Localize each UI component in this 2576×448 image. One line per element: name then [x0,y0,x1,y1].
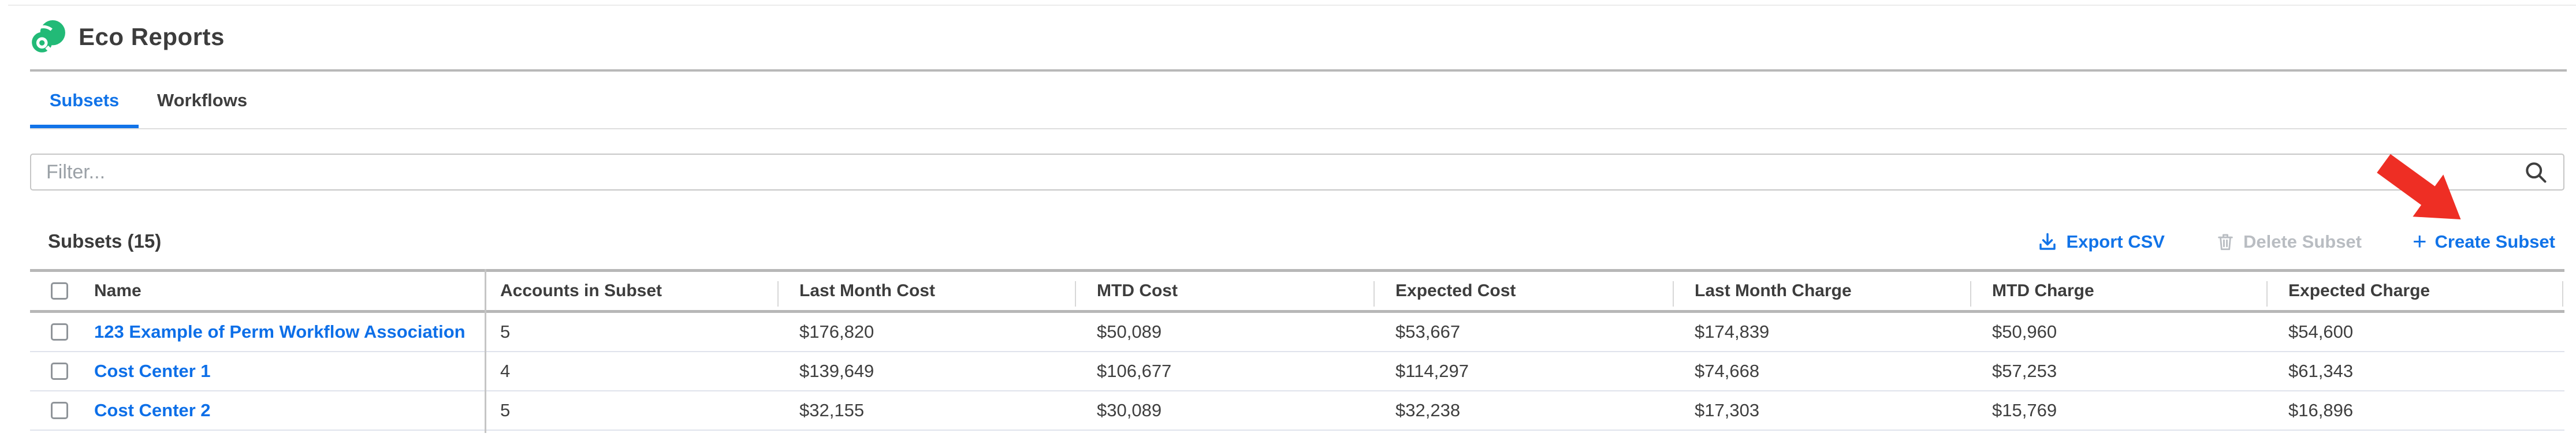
trash-icon [2218,234,2233,251]
tab-subsets[interactable]: Subsets [49,90,120,110]
delete-subset-label: Delete Subset [2243,232,2362,252]
export-csv-button[interactable]: Export CSV [2037,232,2165,252]
search-icon[interactable] [2523,159,2548,185]
cell-mtd-cost: $50,089 [1097,322,1162,342]
active-tab-underline [30,125,139,129]
cell-last-month-charge: $17,303 [1695,400,1760,420]
cell-last-month-cost: $139,649 [799,361,874,381]
cell-last-month-cost: $32,155 [799,400,865,420]
subsets-table: Name Accounts in Subset Last Month Cost … [30,269,2564,433]
export-csv-label: Export CSV [2066,232,2165,252]
header-column-divider [1970,281,1971,307]
cell-expected-charge: $61,343 [2288,361,2354,381]
header-column-divider [2266,281,2268,307]
col-header-accounts-in-subset[interactable]: Accounts in Subset [500,281,662,300]
cell-last-month-charge: $174,839 [1695,322,1770,342]
tabbar-border [30,128,2567,129]
cell-mtd-charge: $15,769 [1992,400,2057,420]
cell-name: 123 Example of Perm Workflow Association [81,322,485,342]
cell-expected-cost: $53,667 [1395,322,1461,342]
cell-name: Cost Center 2 [81,400,485,421]
filter-bar [30,154,2564,191]
row-checkbox[interactable] [51,323,68,341]
cell-mtd-charge: $57,253 [1992,361,2057,381]
table-header-row: Name Accounts in Subset Last Month Cost … [30,272,2564,310]
header-column-divider [777,281,779,307]
row-checkbox[interactable] [51,402,68,419]
table-row: Cost Center 1 4 $139,649 $106,677 $114,2… [30,352,2564,391]
row-checkbox[interactable] [51,363,68,380]
cell-accounts: 4 [500,361,511,381]
create-subset-button[interactable]: + Create Subset [2413,227,2555,255]
plus-icon: + [2413,227,2427,255]
row-checkbox-cell [30,402,81,419]
subset-name-link[interactable]: Cost Center 2 [94,400,211,420]
table-row: Cost Center 2 5 $32,155 $30,089 $32,238 … [30,391,2564,431]
subsets-count-heading: Subsets (15) [48,230,162,252]
subset-name-link[interactable]: 123 Example of Perm Workflow Association [94,322,466,342]
subset-name-link[interactable]: Cost Center 1 [94,361,211,381]
table-row: 123 Example of Perm Workflow Association… [30,313,2564,352]
header-checkbox-cell [30,282,81,300]
download-icon [2039,233,2056,250]
window-top-border [8,5,2576,6]
col-header-name[interactable]: Name [94,281,142,300]
cell-expected-charge: $16,896 [2288,400,2354,420]
delete-subset-button[interactable]: Delete Subset [2216,232,2362,252]
cell-mtd-charge: $50,960 [1992,322,2057,342]
cell-accounts: 5 [500,322,511,342]
tab-workflows[interactable]: Workflows [157,90,248,110]
eco-logo-icon [30,20,65,54]
header-column-divider [1075,281,1076,307]
cell-name: Cost Center 1 [81,361,485,382]
page-title: Eco Reports [79,23,225,50]
create-subset-label: Create Subset [2434,232,2555,252]
table-header-border [30,310,2564,313]
header-column-divider [1673,281,1674,307]
header-column-divider [2562,281,2563,307]
col-header-last-month-charge[interactable]: Last Month Charge [1695,281,1852,300]
filter-input[interactable] [30,154,2564,191]
col-header-expected-charge[interactable]: Expected Charge [2288,281,2430,300]
header-divider [30,69,2567,72]
row-checkbox-cell [30,323,81,341]
col-header-mtd-charge[interactable]: MTD Charge [1992,281,2094,300]
col-header-expected-cost[interactable]: Expected Cost [1395,281,1516,300]
name-column-divider [485,269,486,433]
cell-last-month-charge: $74,668 [1695,361,1760,381]
cell-expected-cost: $114,297 [1395,361,1469,381]
header-column-divider [1373,281,1375,307]
table-top-border [30,269,2564,272]
toolbar: Export CSV Delete Subset + Create Subset [2037,227,2555,257]
cell-mtd-cost: $30,089 [1097,400,1162,420]
select-all-checkbox[interactable] [51,282,68,300]
cell-mtd-cost: $106,677 [1097,361,1172,381]
col-header-last-month-cost[interactable]: Last Month Cost [799,281,935,300]
cell-accounts: 5 [500,400,511,420]
cell-expected-cost: $32,238 [1395,400,1461,420]
cell-expected-charge: $54,600 [2288,322,2354,342]
cell-last-month-cost: $176,820 [799,322,874,342]
col-header-mtd-cost[interactable]: MTD Cost [1097,281,1178,300]
row-checkbox-cell [30,363,81,380]
